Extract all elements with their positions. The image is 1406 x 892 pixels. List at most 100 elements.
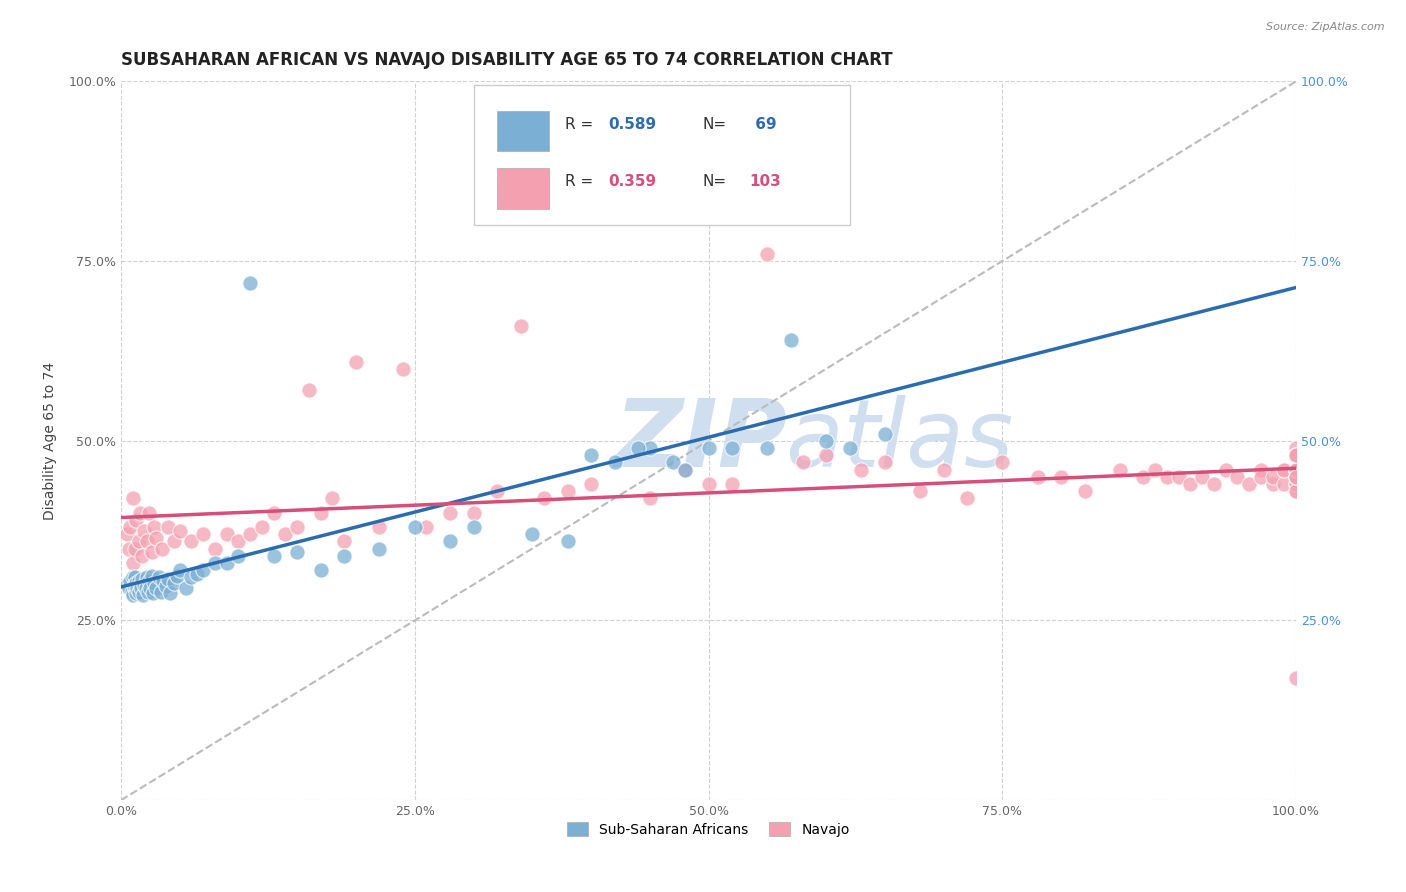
Point: [333, 534, 356, 549]
Point: [1272, 476, 1295, 491]
FancyBboxPatch shape: [474, 85, 849, 225]
Point: [756, 441, 779, 455]
Point: [991, 455, 1014, 469]
Point: [155, 579, 177, 593]
Point: [1285, 476, 1308, 491]
Point: [368, 520, 391, 534]
Point: [557, 534, 579, 549]
Point: [142, 520, 165, 534]
Point: [1261, 476, 1284, 491]
Point: [439, 534, 461, 549]
Point: [1050, 469, 1073, 483]
Text: atlas: atlas: [785, 395, 1014, 486]
Legend: Sub-Saharan Africans, Navajo: Sub-Saharan Africans, Navajo: [561, 815, 856, 844]
Point: [141, 569, 163, 583]
Point: [118, 581, 141, 595]
Point: [115, 577, 138, 591]
Point: [838, 441, 860, 455]
Point: [128, 584, 150, 599]
Point: [463, 520, 485, 534]
Point: [142, 576, 165, 591]
Point: [125, 576, 148, 591]
Point: [1285, 469, 1308, 483]
Point: [1180, 476, 1202, 491]
Text: ZIP: ZIP: [614, 395, 787, 487]
Point: [121, 556, 143, 570]
Point: [215, 527, 238, 541]
FancyBboxPatch shape: [496, 111, 548, 151]
Point: [638, 491, 661, 506]
Point: [250, 520, 273, 534]
Text: 0.359: 0.359: [609, 175, 657, 189]
Point: [193, 563, 215, 577]
Text: R =: R =: [565, 117, 599, 132]
Point: [1108, 462, 1130, 476]
Point: [152, 574, 174, 588]
Point: [908, 484, 931, 499]
Point: [263, 549, 285, 563]
Point: [134, 577, 156, 591]
Point: [1167, 469, 1189, 483]
Point: [1144, 462, 1167, 476]
Point: [1285, 484, 1308, 499]
Point: [125, 586, 148, 600]
Point: [1285, 448, 1308, 462]
Point: [1156, 469, 1178, 483]
Point: [263, 506, 285, 520]
Point: [127, 581, 149, 595]
Point: [1285, 448, 1308, 462]
Point: [1285, 448, 1308, 462]
Point: [150, 541, 173, 556]
Point: [544, 103, 567, 117]
Text: N=: N=: [703, 175, 727, 189]
Point: [174, 581, 197, 595]
Point: [873, 426, 896, 441]
Point: [1226, 469, 1249, 483]
Point: [1285, 448, 1308, 462]
Point: [579, 476, 602, 491]
Point: [125, 513, 148, 527]
Point: [121, 491, 143, 506]
Point: [128, 534, 150, 549]
Point: [239, 527, 262, 541]
Point: [135, 534, 157, 549]
Point: [145, 531, 167, 545]
Point: [138, 574, 160, 588]
Point: [1285, 462, 1308, 476]
Point: [166, 569, 188, 583]
Point: [1285, 448, 1308, 462]
Point: [1285, 469, 1308, 483]
Point: [204, 556, 226, 570]
Point: [756, 247, 779, 261]
Point: [1285, 462, 1308, 476]
Point: [120, 520, 142, 534]
Point: [128, 574, 150, 588]
Point: [309, 563, 332, 577]
Point: [321, 491, 343, 506]
Point: [121, 584, 143, 599]
Point: [239, 276, 262, 290]
Point: [1285, 462, 1308, 476]
Y-axis label: Disability Age 65 to 74: Disability Age 65 to 74: [44, 361, 58, 520]
Point: [1191, 469, 1213, 483]
Point: [186, 566, 208, 581]
Point: [1272, 462, 1295, 476]
Point: [139, 581, 162, 595]
Point: [557, 484, 579, 499]
Point: [603, 455, 626, 469]
Point: [131, 549, 153, 563]
Point: [159, 586, 181, 600]
Point: [673, 462, 696, 476]
Point: [274, 527, 297, 541]
Point: [285, 545, 308, 559]
Point: [169, 563, 191, 577]
Point: [368, 541, 391, 556]
Point: [135, 570, 157, 584]
Point: [1237, 476, 1260, 491]
Point: [392, 362, 415, 376]
Point: [193, 527, 215, 541]
Point: [779, 333, 801, 347]
Point: [215, 556, 238, 570]
Point: [522, 527, 544, 541]
Point: [1285, 469, 1308, 483]
